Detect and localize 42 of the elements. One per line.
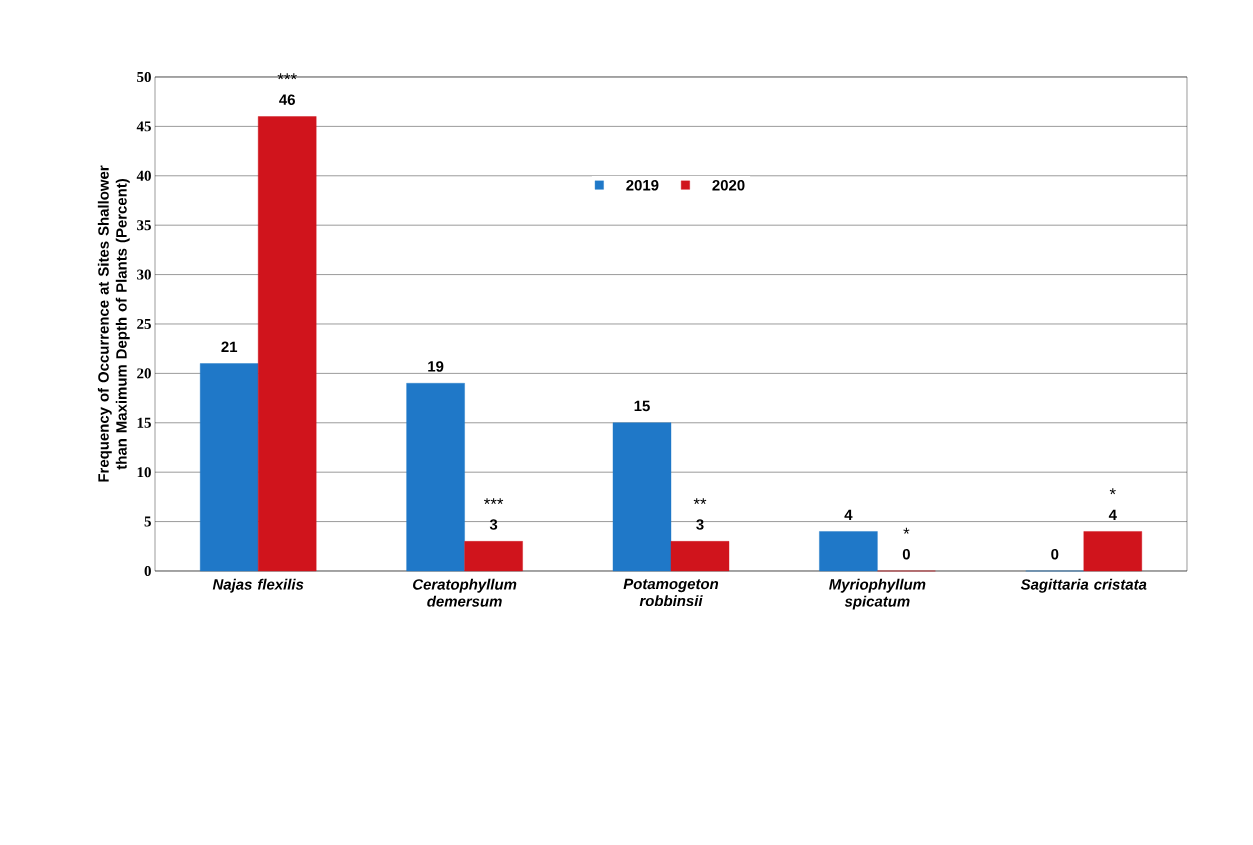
x-tick-label: Potamogeton robbinsii — [623, 578, 719, 607]
y-tick-label: 20 — [137, 368, 151, 379]
y-tick-label: 0 — [144, 565, 151, 577]
x-tick-label: Ceratophyllum demersum — [413, 578, 517, 607]
bar — [612, 422, 672, 572]
annotation: ** — [693, 498, 707, 505]
bar — [819, 531, 878, 572]
y-tick-label: 45 — [136, 121, 151, 132]
y-tick-label: 50 — [137, 71, 151, 83]
y-tick-label: 10 — [137, 467, 151, 478]
x-tick-label: Najas flexilis — [212, 578, 304, 593]
annotation: *** — [277, 73, 297, 80]
bar — [406, 383, 465, 572]
y-tick-label: 15 — [137, 417, 151, 428]
annotation: * — [903, 527, 910, 534]
annotation: *** — [483, 498, 504, 505]
bar — [1083, 531, 1142, 572]
y-tick-label: 35 — [137, 220, 151, 231]
x-tick-label: Myriophyllum spicatum — [829, 578, 926, 610]
data-label: 15 — [634, 400, 650, 412]
y-tick-label: 40 — [136, 170, 151, 181]
bar — [200, 363, 259, 572]
data-label: 21 — [221, 341, 238, 352]
data-label: 46 — [279, 94, 295, 105]
x-tick-label: Sagittaria cristata — [1020, 578, 1147, 593]
data-label: 3 — [696, 519, 704, 530]
data-label: 3 — [489, 519, 498, 530]
data-label: 19 — [428, 361, 444, 372]
y-tick-label: 30 — [137, 269, 151, 280]
data-label: 4 — [1108, 509, 1117, 520]
bar — [670, 541, 730, 572]
y-axis-title: Frequency of Occurrence at Sites Shallower than Maximum Depth of Plants (Percent) — [97, 165, 130, 482]
legend-label: 2019 — [626, 179, 659, 191]
data-label: 0 — [902, 548, 910, 560]
annotation: * — [1109, 488, 1116, 495]
y-tick-label: 25 — [137, 318, 151, 329]
data-label: 0 — [1051, 548, 1059, 560]
legend-label: 2020 — [712, 179, 745, 191]
bar — [464, 541, 523, 572]
data-label: 4 — [844, 509, 853, 520]
y-tick-label: 5 — [144, 516, 151, 527]
bar — [258, 116, 317, 572]
